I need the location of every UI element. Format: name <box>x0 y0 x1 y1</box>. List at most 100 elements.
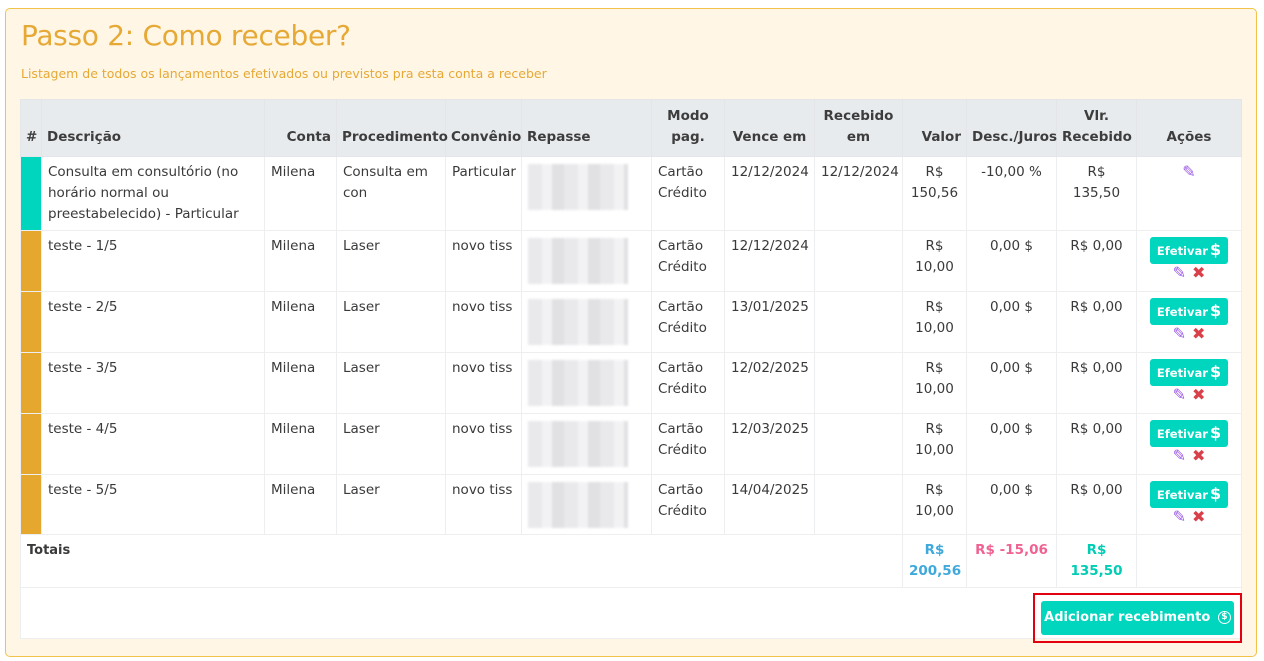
edit-icon[interactable]: ✎ <box>1172 324 1186 343</box>
efetivar-label: Efetivar <box>1156 366 1208 380</box>
status-marker <box>20 413 42 475</box>
cell-convenio: novo tiss <box>445 474 522 535</box>
efetivar-button[interactable]: Efetivar $ <box>1149 298 1229 325</box>
add-receipt-label: Adicionar recebimento <box>1044 610 1211 625</box>
table-row: teste - 4/5 Milena Laser novo tiss Cartã… <box>20 413 1242 475</box>
blurred-content <box>528 421 628 467</box>
delete-icon[interactable]: ✖ <box>1192 446 1206 465</box>
column-header: Conta <box>264 99 337 157</box>
column-header: Valor <box>902 99 967 157</box>
cell-convenio: novo tiss <box>445 230 522 292</box>
column-header: Procedimento <box>336 99 448 157</box>
edit-icon[interactable]: ✎ <box>1182 162 1196 181</box>
cell-recebido <box>814 474 903 535</box>
cell-procedimento: Consulta em con <box>336 156 446 231</box>
edit-icon[interactable]: ✎ <box>1172 385 1186 404</box>
cell-conta: Milena <box>264 474 337 535</box>
page-subtitle: Listagem de todos os lançamentos efetiva… <box>21 66 547 81</box>
cell-vence: 14/04/2025 <box>724 474 815 535</box>
cell-modo: Cartão Crédito <box>651 413 725 475</box>
cell-conta: Milena <box>264 413 337 475</box>
efetivar-label: Efetivar <box>1156 244 1208 258</box>
efetivar-button[interactable]: Efetivar $ <box>1149 420 1229 447</box>
cell-acoes: Efetivar $ ✎ ✖ <box>1136 352 1242 414</box>
edit-icon[interactable]: ✎ <box>1172 446 1186 465</box>
page-title: Passo 2: Como receber? <box>21 19 351 52</box>
cell-desc: 0,00 $ <box>966 413 1057 475</box>
edit-icon[interactable]: ✎ <box>1172 263 1186 282</box>
cell-convenio: novo tiss <box>445 413 522 475</box>
cell-procedimento: Laser <box>336 291 446 353</box>
cell-descricao: teste - 4/5 <box>41 413 265 475</box>
dollar-icon: $ <box>1209 240 1222 259</box>
efetivar-label: Efetivar <box>1156 488 1208 502</box>
edit-icon[interactable]: ✎ <box>1172 507 1186 526</box>
cell-desc: 0,00 $ <box>966 474 1057 535</box>
table-row: teste - 1/5 Milena Laser novo tiss Cartã… <box>20 230 1242 292</box>
status-marker <box>20 352 42 414</box>
cell-valor: R$ 10,00 <box>902 352 967 414</box>
efetivar-label: Efetivar <box>1156 305 1208 319</box>
cell-procedimento: Laser <box>336 352 446 414</box>
cell-vlr-recebido: R$ 0,00 <box>1056 291 1137 353</box>
cell-repasse <box>521 352 652 414</box>
cell-descricao: teste - 2/5 <box>41 291 265 353</box>
cell-vence: 12/12/2024 <box>724 156 815 231</box>
cell-desc: 0,00 $ <box>966 291 1057 353</box>
total-desc: R$ -15,06 <box>966 534 1057 588</box>
cell-recebido <box>814 230 903 292</box>
dollar-icon: $ <box>1209 423 1222 442</box>
efetivar-label: Efetivar <box>1156 427 1208 441</box>
column-header: Descrição <box>41 99 265 157</box>
cell-convenio: novo tiss <box>445 352 522 414</box>
cell-conta: Milena <box>264 156 337 231</box>
cell-acoes: Efetivar $ ✎ ✖ <box>1136 474 1242 535</box>
table-row: teste - 2/5 Milena Laser novo tiss Cartã… <box>20 291 1242 353</box>
cell-repasse <box>521 156 652 231</box>
cell-vlr-recebido: R$ 0,00 <box>1056 474 1137 535</box>
column-header: Convênio <box>445 99 522 157</box>
cell-vence: 13/01/2025 <box>724 291 815 353</box>
dollar-circle-icon: $ <box>1217 611 1231 624</box>
cell-conta: Milena <box>264 352 337 414</box>
cell-descricao: teste - 5/5 <box>41 474 265 535</box>
footer-cell <box>20 587 1242 639</box>
efetivar-button[interactable]: Efetivar $ <box>1149 359 1229 386</box>
add-receipt-button[interactable]: Adicionar recebimento $ <box>1041 601 1234 635</box>
cell-procedimento: Laser <box>336 474 446 535</box>
cell-desc: 0,00 $ <box>966 230 1057 292</box>
table-row: Consulta em consultório (no horário norm… <box>20 156 1242 231</box>
delete-icon[interactable]: ✖ <box>1192 324 1206 343</box>
cell-valor: R$ 150,56 <box>902 156 967 231</box>
cell-procedimento: Laser <box>336 413 446 475</box>
delete-icon[interactable]: ✖ <box>1192 385 1206 404</box>
blurred-content <box>528 238 628 284</box>
cell-repasse <box>521 413 652 475</box>
add-receipt-highlight: Adicionar recebimento $ <box>1033 593 1242 643</box>
column-header: Repasse <box>521 99 652 157</box>
status-marker <box>20 156 42 231</box>
cell-vlr-recebido: R$ 0,00 <box>1056 230 1137 292</box>
delete-icon[interactable]: ✖ <box>1192 263 1206 282</box>
table-row: teste - 3/5 Milena Laser novo tiss Cartã… <box>20 352 1242 414</box>
dollar-icon: $ <box>1209 362 1222 381</box>
cell-vence: 12/03/2025 <box>724 413 815 475</box>
cell-recebido <box>814 413 903 475</box>
cell-vlr-recebido: R$ 135,50 <box>1056 156 1137 231</box>
efetivar-button[interactable]: Efetivar $ <box>1149 237 1229 264</box>
cell-recebido <box>814 291 903 353</box>
column-header: # <box>20 99 42 157</box>
status-marker <box>20 474 42 535</box>
totals-label: Totais <box>20 534 903 588</box>
cell-vence: 12/02/2025 <box>724 352 815 414</box>
cell-vlr-recebido: R$ 0,00 <box>1056 352 1137 414</box>
cell-procedimento: Laser <box>336 230 446 292</box>
cell-repasse <box>521 291 652 353</box>
cell-vlr-recebido: R$ 0,00 <box>1056 413 1137 475</box>
cell-vence: 12/12/2024 <box>724 230 815 292</box>
cell-acoes: Efetivar $ ✎ ✖ <box>1136 291 1242 353</box>
column-header: Vence em <box>724 99 815 157</box>
delete-icon[interactable]: ✖ <box>1192 507 1206 526</box>
cell-descricao: Consulta em consultório (no horário norm… <box>41 156 265 231</box>
efetivar-button[interactable]: Efetivar $ <box>1149 481 1229 508</box>
